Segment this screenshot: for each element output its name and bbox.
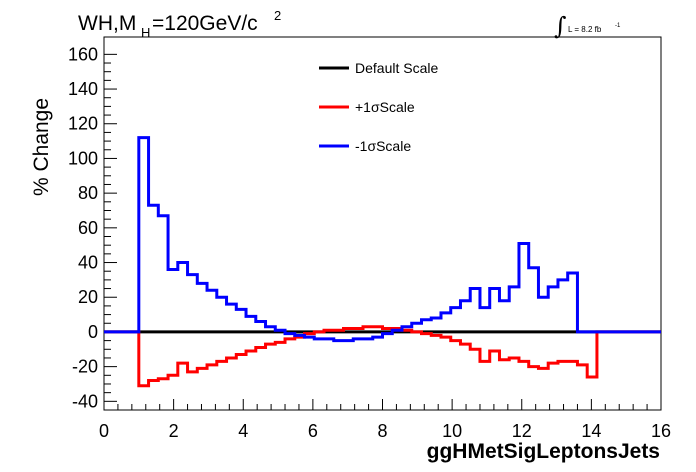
y-tick-label: 140 — [68, 79, 98, 99]
series-line-2 — [104, 136, 661, 343]
legend: Default Scale +1σScale -1σScale — [319, 60, 438, 154]
series-layer — [104, 136, 661, 388]
lumi-label-superscript: -1 — [615, 23, 621, 29]
x-tick-label: 14 — [581, 421, 601, 441]
x-tick-label: 0 — [99, 421, 109, 441]
y-axis-title: % Change — [30, 98, 53, 196]
y-tick-label: 40 — [78, 253, 98, 273]
series-line-1 — [104, 325, 661, 388]
x-tick-label: 16 — [651, 421, 671, 441]
x-tick-label: 10 — [442, 421, 462, 441]
y-axis: -40 -20 0 20 40 60 80 100 120 140 160 — [68, 44, 117, 411]
y-tick-label: 100 — [68, 148, 98, 168]
y-tick-label: 20 — [78, 287, 98, 307]
legend-label: +1σScale — [355, 99, 415, 115]
y-tick-label: -40 — [72, 391, 98, 411]
y-tick-label: 160 — [68, 44, 98, 64]
chart-title-rest: =120GeV/c — [152, 12, 258, 35]
y-tick-label: -20 — [72, 357, 98, 377]
y-tick-label: 120 — [68, 114, 98, 134]
x-tick-label: 6 — [308, 421, 318, 441]
legend-label: Default Scale — [355, 60, 438, 76]
x-axis-title: ggHMetSigLeptonsJets — [427, 440, 660, 463]
chart-title-subscript: H — [141, 25, 150, 40]
x-axis: 0 2 4 6 8 10 12 14 16 — [99, 399, 671, 441]
y-tick-label: 0 — [88, 322, 98, 342]
x-tick-label: 4 — [238, 421, 248, 441]
x-tick-label: 2 — [169, 421, 179, 441]
chart-title-superscript: 2 — [274, 8, 281, 23]
lumi-integral-symbol: ∫ — [554, 12, 567, 40]
y-tick-label: 80 — [78, 183, 98, 203]
y-tick-label: 60 — [78, 218, 98, 238]
lumi-label: L = 8.2 fb — [568, 25, 602, 34]
x-tick-label: 8 — [377, 421, 387, 441]
plot-frame — [103, 36, 662, 411]
chart-title: WH,M — [78, 12, 136, 35]
x-tick-label: 12 — [512, 421, 532, 441]
legend-label: -1σScale — [355, 138, 411, 154]
